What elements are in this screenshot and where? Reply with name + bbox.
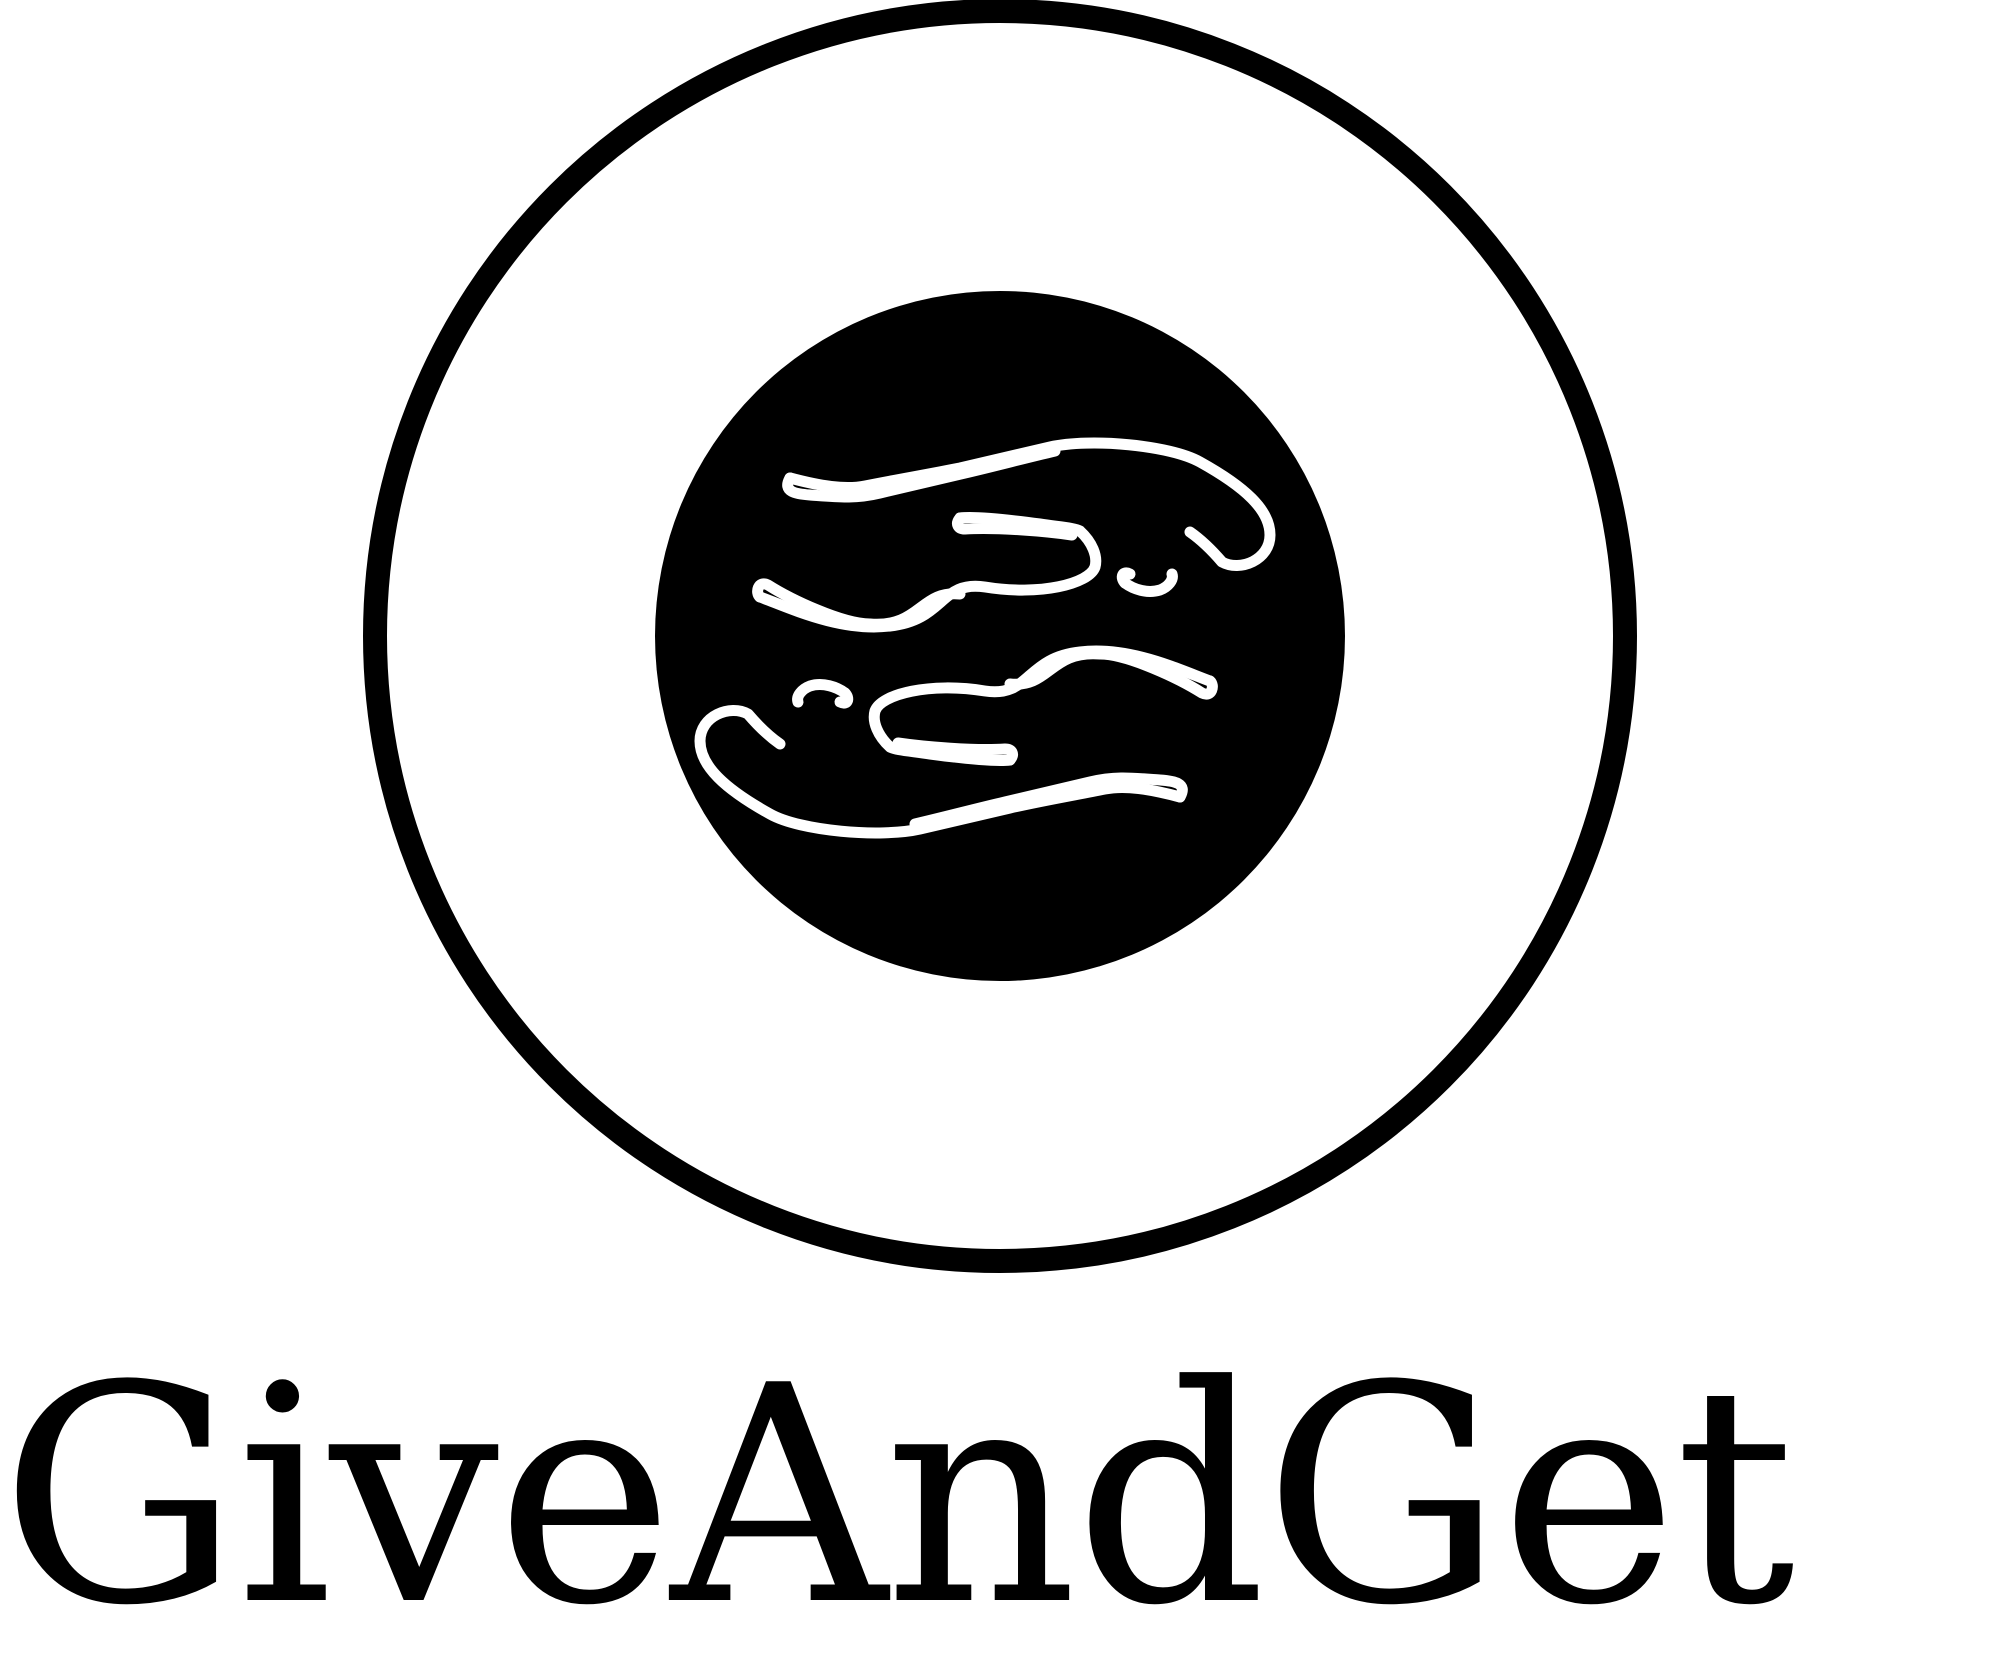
upper-hand [752,437,1276,633]
two-hands-reaching-icon [694,437,1276,839]
brand-wordmark: GiveAndGet [0,1330,1795,1663]
outer-ring [363,0,1637,1273]
lower-hand [694,645,1218,839]
inner-disc [655,291,1345,981]
emblem [363,0,1637,1273]
